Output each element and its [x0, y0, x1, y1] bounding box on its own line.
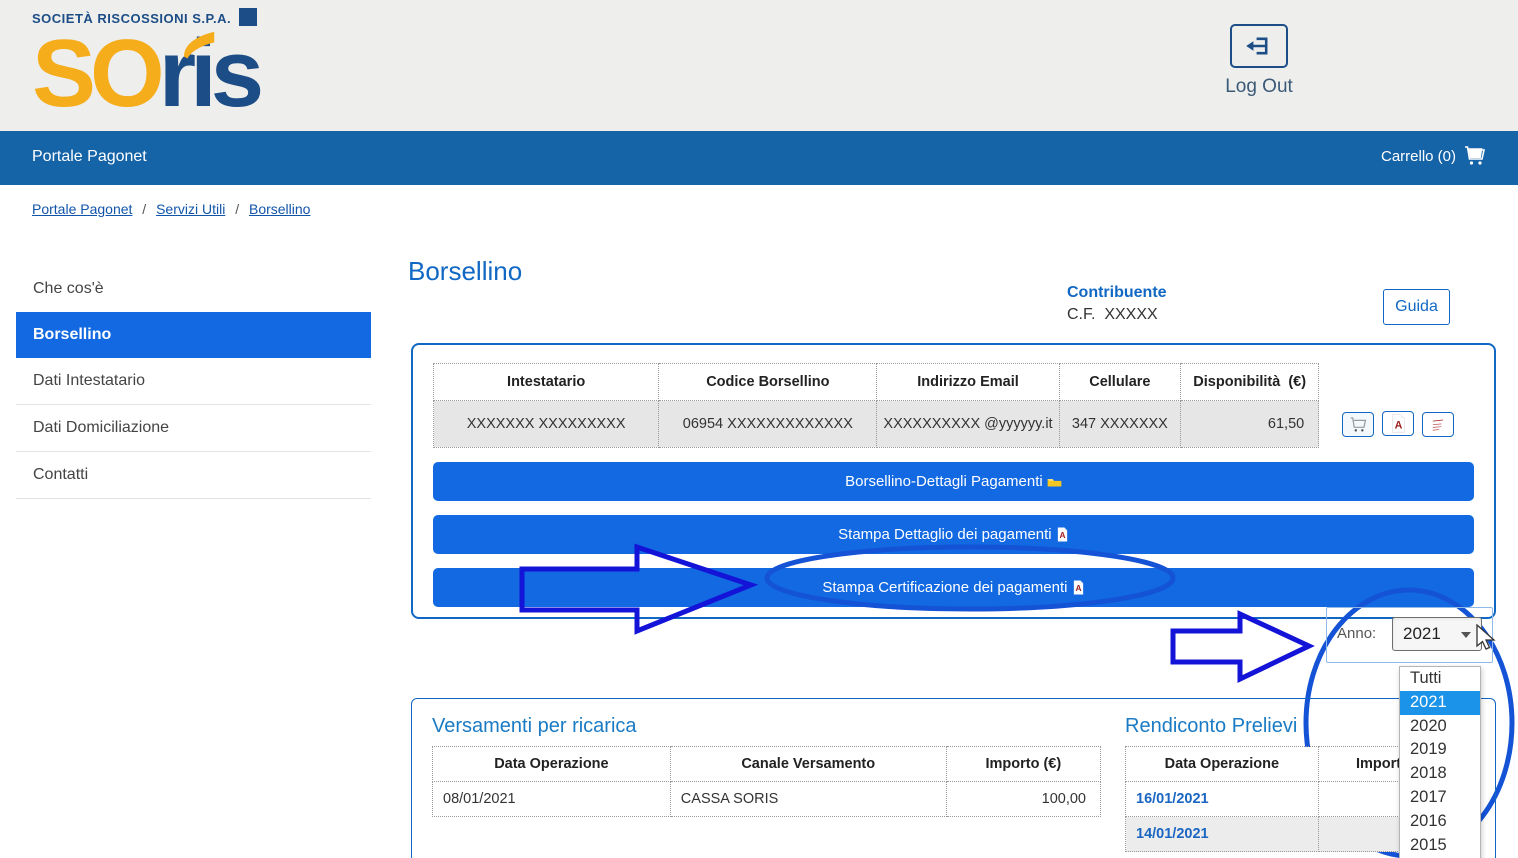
- svg-text:A: A: [1059, 530, 1065, 540]
- svg-text:A: A: [1395, 419, 1403, 431]
- svg-text:A: A: [1075, 583, 1081, 593]
